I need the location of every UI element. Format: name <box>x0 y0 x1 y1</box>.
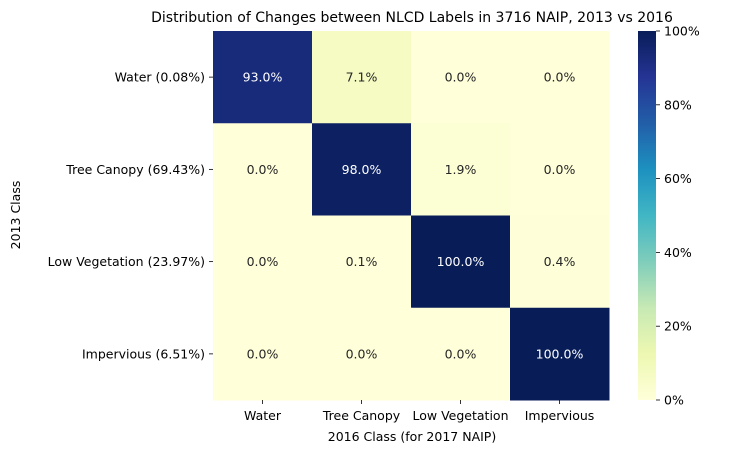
heatmap-cell <box>411 215 511 309</box>
heatmap-cell <box>411 307 511 401</box>
x-tick-label: Water <box>244 408 282 423</box>
heatmap-cell <box>213 307 313 401</box>
cell-label: 0.0% <box>247 162 279 177</box>
colorbar-tick-label: 60% <box>664 171 692 186</box>
heatmap-cell <box>312 123 412 216</box>
colorbar-tick-label: 40% <box>664 245 692 260</box>
cell-label: 100.0% <box>437 254 485 269</box>
colorbar-tick-label: 100% <box>664 24 700 39</box>
heatmap-cell <box>510 31 610 124</box>
x-tick-label: Impervious <box>525 408 595 423</box>
y-tick-label: Tree Canopy (69.43%) <box>65 162 205 177</box>
y-tick-label: Impervious (6.51%) <box>82 346 205 361</box>
cell-label: 0.1% <box>346 254 378 269</box>
colorbar-tick-label: 20% <box>664 319 692 334</box>
cell-label: 0.0% <box>544 70 576 85</box>
heatmap-cell <box>510 215 610 309</box>
cell-label: 98.0% <box>342 162 382 177</box>
cell-label: 93.0% <box>243 70 283 85</box>
cell-label: 100.0% <box>536 346 584 361</box>
y-tick-label: Low Vegetation (23.97%) <box>48 254 205 269</box>
heatmap-cell <box>411 31 511 124</box>
chart-title: Distribution of Changes between NLCD Lab… <box>151 10 673 26</box>
heatmap-cell <box>510 123 610 216</box>
cell-label: 0.0% <box>445 70 477 85</box>
cell-label: 0.0% <box>544 162 576 177</box>
x-tick-label: Low Vegetation <box>413 408 509 423</box>
heatmap-cell <box>213 31 313 124</box>
heatmap-cell <box>312 307 412 401</box>
y-tick-label: Water (0.08%) <box>115 70 205 85</box>
heatmap-cell <box>312 31 412 124</box>
cell-label: 0.0% <box>346 346 378 361</box>
colorbar-tick-label: 80% <box>664 97 692 112</box>
cell-label: 0.0% <box>247 254 279 269</box>
colorbar-tick-label: 0% <box>664 393 684 408</box>
cell-label: 0.4% <box>544 254 576 269</box>
cell-label: 1.9% <box>445 162 477 177</box>
y-axis-label: 2013 Class <box>8 181 23 250</box>
cell-label: 7.1% <box>346 70 378 85</box>
heatmap-cell <box>411 123 511 216</box>
heatmap-cell <box>213 123 313 216</box>
heatmap-cell <box>510 307 610 401</box>
x-axis-label: 2016 Class (for 2017 NAIP) <box>328 429 496 444</box>
cell-label: 0.0% <box>445 346 477 361</box>
colorbar <box>638 31 656 400</box>
cell-label: 0.0% <box>247 346 279 361</box>
heatmap-cell <box>213 215 313 309</box>
heatmap-cell <box>312 215 412 309</box>
x-tick-label: Tree Canopy <box>322 408 401 423</box>
